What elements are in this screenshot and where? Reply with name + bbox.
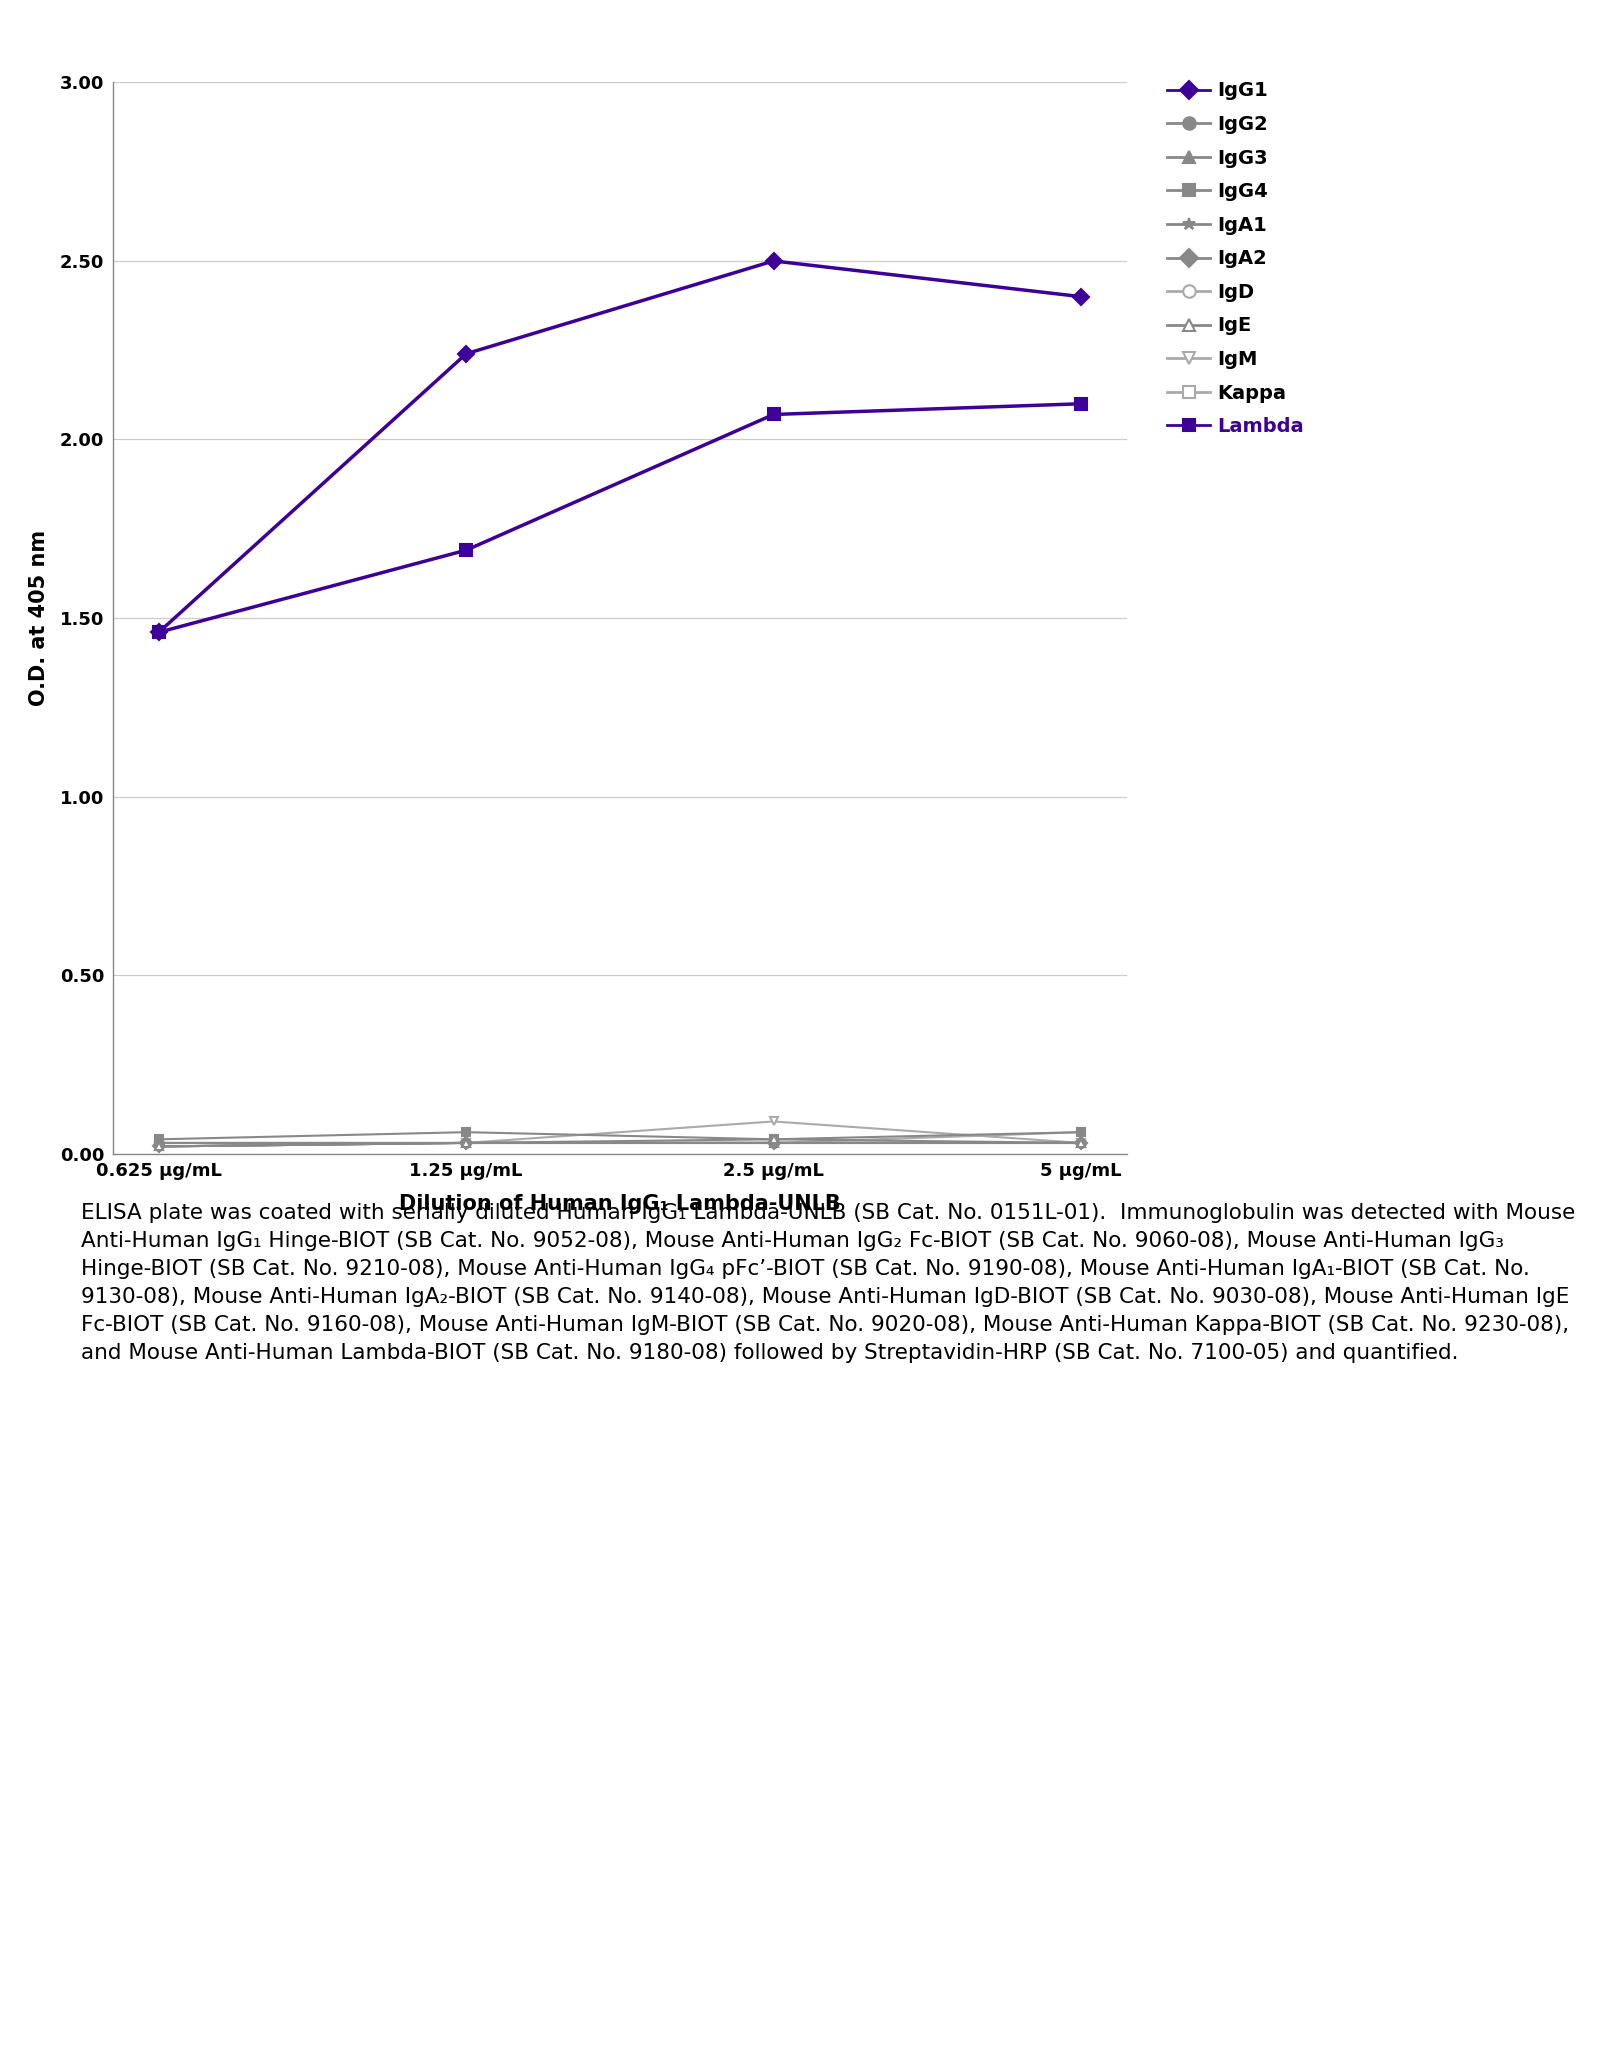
Text: ELISA plate was coated with serially diluted Human IgG₁ Lambda-UNLB (SB Cat. No.: ELISA plate was coated with serially dil… <box>80 1203 1575 1364</box>
X-axis label: Dilution of Human IgG₁ Lambda-UNLB: Dilution of Human IgG₁ Lambda-UNLB <box>399 1195 840 1213</box>
Legend: IgG1, IgG2, IgG3, IgG4, IgA1, IgA2, IgD, IgE, IgM, Kappa, Lambda: IgG1, IgG2, IgG3, IgG4, IgA1, IgA2, IgD,… <box>1167 82 1304 437</box>
Y-axis label: O.D. at 405 nm: O.D. at 405 nm <box>29 529 48 707</box>
